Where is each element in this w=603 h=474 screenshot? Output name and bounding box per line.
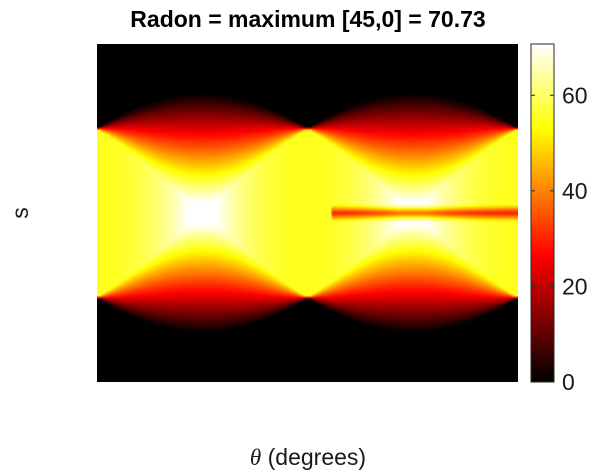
x-axis-label-text: (degrees) [261, 444, 366, 470]
colorbar-tick-label: 40 [562, 178, 588, 204]
heatmap-plot-area [97, 44, 518, 382]
x-axis-label: θ (degrees) [250, 444, 366, 470]
colorbar-tick-label: 0 [562, 369, 575, 395]
chart-title: Radon = maximum [45,0] = 70.73 [130, 6, 485, 32]
colorbar-frame [530, 43, 555, 383]
colorbar: 0 20 40 60 [530, 43, 588, 395]
x-axis-label-symbol: θ [250, 445, 261, 470]
radon-transform-image [97, 44, 518, 382]
colorbar-tick-label: 60 [562, 82, 588, 108]
colorbar-gradient [531, 44, 554, 382]
colorbar-tick-label: 20 [562, 273, 588, 299]
y-axis-label: s [7, 207, 33, 219]
